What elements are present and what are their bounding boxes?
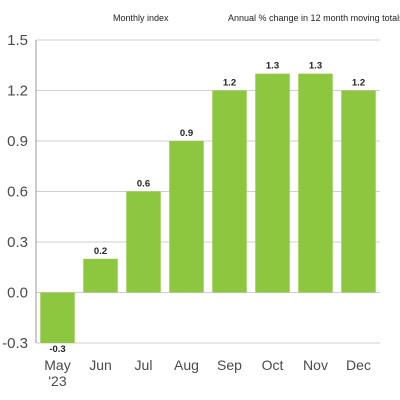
data-label: 0.2 (94, 246, 107, 257)
bar (40, 292, 75, 343)
bar (169, 141, 204, 293)
data-labels: -0.3 0.2 0.6 0.9 1.2 1.3 1.3 1.2 (49, 61, 365, 355)
bar (126, 191, 161, 293)
x-tick-label: Sep (217, 357, 242, 373)
data-label: 1.2 (223, 78, 236, 89)
bar (212, 90, 247, 293)
x-tick-label: May '23 (44, 357, 70, 389)
chart-subtitle-right: Annual % change in 12 month moving total… (228, 13, 400, 23)
data-label: 1.3 (309, 61, 322, 72)
data-label: 1.2 (352, 78, 365, 89)
x-tick-labels: May '23 Jun Jul Aug Sep Oct Nov Dec (44, 357, 371, 389)
x-tick-label: Jul (135, 357, 153, 373)
y-tick-label: 0.9 (7, 133, 28, 150)
data-label: 0.9 (180, 128, 193, 139)
bar (341, 90, 376, 293)
data-label: -0.3 (49, 344, 65, 355)
y-tick-label: -0.3 (2, 335, 28, 352)
bar (298, 73, 333, 293)
x-tick-label: Oct (262, 357, 284, 373)
x-tick-label: Nov (303, 357, 328, 373)
chart-subtitle-left: Monthly index (113, 13, 169, 23)
bars (40, 73, 376, 343)
bar (83, 258, 118, 293)
x-tick-label: Jun (89, 357, 112, 373)
x-tick-label: Aug (174, 357, 199, 373)
y-tick-label: 1.5 (7, 32, 28, 49)
bar (255, 73, 290, 293)
y-tick-label: 1.2 (7, 83, 28, 100)
y-tick-label: 0.0 (7, 285, 28, 302)
y-tick-label: 0.6 (7, 184, 28, 201)
data-label: 1.3 (266, 61, 279, 72)
x-tick-label: Dec (346, 357, 371, 373)
y-tick-label: 0.3 (7, 234, 28, 251)
y-tick-labels: -0.3 0.0 0.3 0.6 0.9 1.2 1.5 (2, 32, 28, 352)
data-label: 0.6 (137, 179, 150, 190)
